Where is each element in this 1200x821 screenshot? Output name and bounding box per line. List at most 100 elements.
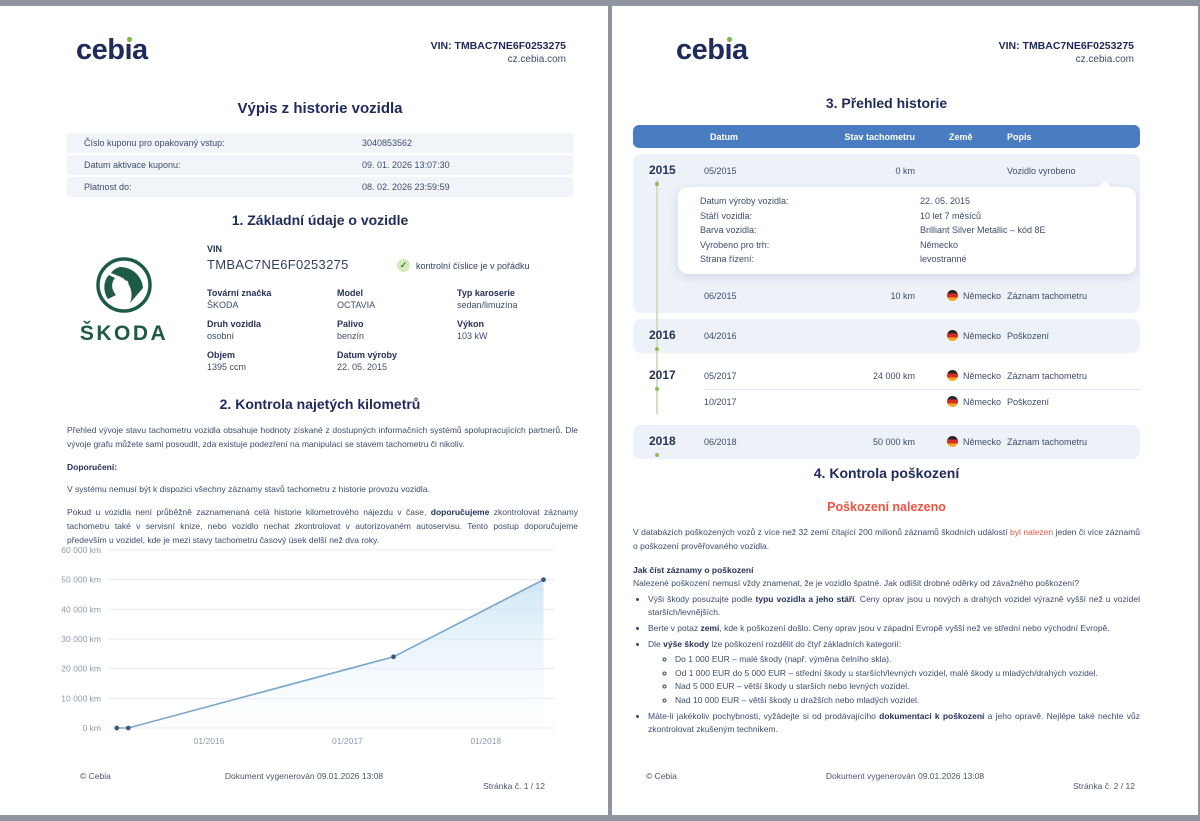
report-title: Výpis z historie vozidla: [237, 100, 403, 117]
field-value: 103 kW: [457, 331, 488, 341]
bullet-item: Výši škody posuzujte podle typu vozidla …: [648, 593, 1140, 620]
svg-text:20 000 km: 20 000 km: [61, 664, 101, 674]
bullet-item: Berte v potaz zemi, kde k poškození došl…: [648, 622, 1140, 636]
section-3-title: 3. Přehled historie: [825, 95, 948, 111]
history-row: 05/2015 0 km Vozidlo vyrobeno: [633, 158, 1140, 184]
damage-bullet-list: Výši škody posuzujte podle typu vozidla …: [648, 593, 1140, 737]
damage-how-title: Jak číst záznamy o poškození: [633, 564, 754, 575]
history-group-2016: 2016 04/2016 Německo Poškození: [633, 318, 1140, 353]
section-2-title: 2. Kontrola najetých kilometrů: [219, 396, 421, 412]
coupon-label: Číslo kuponu pro opakovaný vstup:: [84, 138, 225, 148]
bullet-item: Máte-li jakékoliv pochybnosti, vyžádejte…: [648, 710, 1140, 737]
svg-text:01/2017: 01/2017: [332, 736, 363, 746]
year-label: 2018: [649, 433, 676, 448]
germany-flag-icon: [947, 436, 958, 447]
row-country: Německo: [915, 290, 1007, 301]
damage-status: Poškození nalezeno: [827, 500, 946, 515]
odometer-chart-container: 0 km 10 000 km 20 000 km 30 000 km 40 000 km…: [60, 542, 565, 759]
logo-green-dot-icon: [126, 37, 132, 42]
sub-bullet-item: Nad 10 000 EUR – větší škody u dražších …: [675, 694, 1140, 708]
history-group-2018: 2018 06/2018 50 000 km Německo Záznam ta…: [633, 424, 1140, 459]
field-value: benzín: [337, 331, 365, 341]
card-label: Stáří vozidla:: [700, 210, 753, 221]
footer-page-number: Stránka č. 2 / 12: [1073, 781, 1135, 791]
page1-footer: © Cebia Dokument vygenerován 09.01.2026 …: [0, 771, 608, 791]
germany-flag-icon: [947, 396, 958, 407]
coupon-table: Číslo kuponu pro opakovaný vstup: 304085…: [67, 133, 573, 199]
site-link[interactable]: cz.cebia.com: [507, 54, 566, 65]
row-desc: Poškození: [1007, 330, 1050, 341]
vin-check-badge: ✓ kontrolní číslice je v pořádku: [397, 259, 530, 272]
footer-generated: Dokument vygenerován 09.01.2026 13:08: [224, 771, 384, 781]
timeline-line: [656, 180, 658, 414]
section-2-text: Přehled vývoje stavu tachometru vozidla …: [67, 424, 578, 556]
timeline-dot: [655, 452, 659, 457]
germany-flag-icon: [947, 290, 958, 301]
card-label: Vyrobeno pro trh:: [700, 239, 770, 250]
coupon-label: Platnost do:: [84, 182, 132, 192]
field-label: Tovární značka: [207, 288, 272, 298]
field-label: Palivo: [337, 319, 364, 329]
field-value: 22. 05. 2015: [337, 362, 388, 372]
skoda-wordmark: ŠKODA: [80, 321, 168, 345]
field-label: Datum výroby: [337, 350, 398, 360]
svg-text:01/2016: 01/2016: [194, 736, 225, 746]
vehicle-fields: Tovární značka ŠKODA Model OCTAVIA Typ kar…: [207, 288, 573, 381]
year-label: 2015: [649, 163, 676, 177]
card-label: Datum výroby vozidla:: [700, 196, 789, 206]
row-date: 10/2017: [704, 396, 737, 407]
row-country: Německo: [915, 330, 1007, 341]
row-country: Německo: [915, 436, 1007, 447]
year-label: 2016: [649, 327, 676, 342]
cebia-logo: cebı a: [76, 34, 148, 66]
section-4-title: 4. Kontrola poškození: [813, 465, 960, 481]
row-desc: Poškození: [1007, 396, 1050, 407]
history-group-2015: 2015 05/2015 0 km Vozidlo vyrobeno Datum…: [633, 154, 1140, 313]
col-header-odometer: Stav tachometru: [844, 131, 915, 142]
year-label: 2017: [649, 367, 676, 382]
field-value: osobní: [207, 331, 235, 341]
coupon-row: Platnost do: 08. 02. 2026 23:59:59: [67, 177, 573, 197]
footer-generated: Dokument vygenerován 09.01.2026 13:08: [825, 771, 985, 781]
check-icon: ✓: [397, 259, 410, 272]
field-label: Druh vozidla: [207, 319, 262, 329]
row-odometer: 10 km: [890, 290, 915, 301]
damage-sub-list: Do 1 000 EUR – malé škody (např. výměna …: [675, 653, 1140, 707]
row-date: 05/2015: [704, 166, 737, 176]
coupon-value: 08. 02. 2026 23:59:59: [362, 182, 450, 192]
card-value: levostranné: [920, 254, 967, 264]
paragraph: Pokud u vozidla není průběžně zaznamenan…: [67, 507, 578, 545]
row-country: Německo: [915, 370, 1007, 381]
vin-field-label: VIN: [207, 244, 223, 254]
header-vin: VIN: TMBAC7NE6F0253275: [998, 40, 1134, 52]
timeline-dot: [655, 386, 659, 391]
footer-page-number: Stránka č. 1 / 12: [483, 781, 545, 791]
history-group-2017: 2017 05/2017 24 000 km Německo Záznam ta…: [633, 358, 1140, 419]
page-2: cebı a VIN: TMBAC7NE6F0253275 cz.cebia.co…: [612, 6, 1198, 815]
field-value: sedan/limuzína: [457, 300, 518, 310]
vin-field-value: TMBAC7NE6F0253275: [207, 257, 349, 272]
field-label: Model: [337, 288, 363, 298]
field-value: OCTAVIA: [337, 300, 376, 310]
manufacture-detail-card: Datum výroby vozidla: 22. 05. 2015 Stáří …: [678, 187, 1136, 274]
vin-check-label: kontrolní číslice je v pořádku: [416, 260, 530, 271]
field-value: ŠKODA: [207, 300, 239, 310]
coupon-label: Datum aktivace kuponu:: [84, 160, 181, 170]
row-date: 06/2015: [704, 290, 737, 301]
card-value: 22. 05. 2015: [920, 196, 971, 206]
row-desc: Záznam tachometru: [1007, 370, 1088, 381]
row-date: 04/2016: [704, 330, 737, 341]
col-header-datum: Datum: [710, 131, 739, 142]
row-desc: Záznam tachometru: [1007, 436, 1088, 447]
field-label: Typ karoserie: [457, 288, 515, 298]
row-country: Německo: [915, 396, 1007, 407]
page2-footer: © Cebia Dokument vygenerován 09.01.2026 …: [612, 771, 1198, 791]
row-desc: Vozidlo vyrobeno: [1007, 166, 1076, 176]
history-row: 06/2018 50 000 km Německo Záznam tachome…: [633, 429, 1140, 455]
card-label: Strana řízení:: [700, 254, 755, 264]
germany-flag-icon: [947, 330, 958, 341]
site-link[interactable]: cz.cebia.com: [1075, 54, 1134, 65]
sub-bullet-item: Do 1 000 EUR – malé škody (např. výměna …: [675, 653, 1140, 667]
row-odometer: 24 000 km: [872, 370, 915, 381]
